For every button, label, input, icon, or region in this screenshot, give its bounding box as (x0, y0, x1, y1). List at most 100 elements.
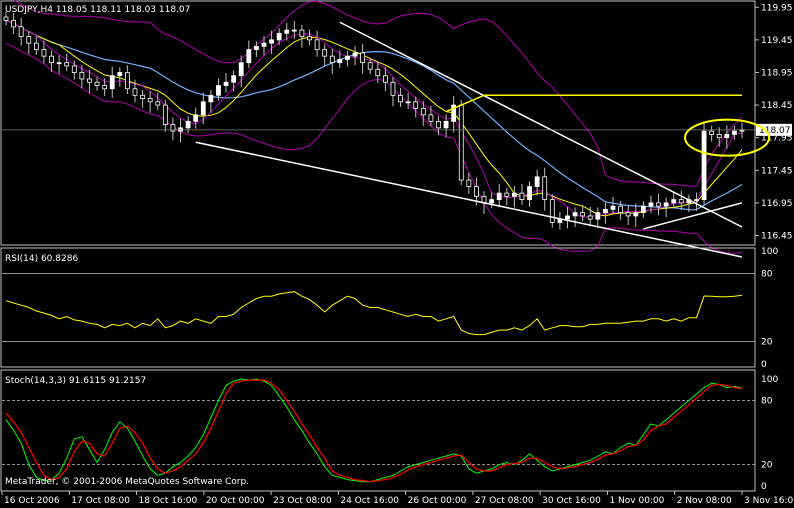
candle-body-75 (572, 212, 578, 217)
candle-body-34 (261, 42, 267, 47)
candle-body-74 (565, 215, 570, 220)
candle-body-87 (663, 202, 669, 207)
candle-body-69 (527, 186, 532, 201)
time-axis: 16 Oct 2006 17 Oct 08:00 18 Oct 16:00 20 Oc… (1, 491, 794, 506)
stoch-panel[interactable]: 0 20 80 100 Stoch(14,3,3) 91.6115 91.2157 M… (0, 369, 778, 492)
candle-body-51 (390, 81, 396, 96)
candle-body-11 (87, 78, 92, 83)
stoch-y-tick-label-0: 0 (761, 482, 767, 492)
candle-body-32 (246, 49, 252, 64)
candle-body-10 (79, 72, 85, 80)
price-layer: 116.45 116.95 117.45 117.95 118.45 118.95 119.… (2, 0, 793, 258)
price-y-tick-label-1: 116.95 (761, 199, 793, 209)
candle-body-55 (420, 107, 426, 116)
candle-body-54 (413, 101, 419, 109)
stoch-layer: 0 20 80 100 (2, 375, 778, 492)
x-tick-label-10: 2 Nov 08:00 (677, 496, 732, 506)
candle-body-29 (223, 81, 229, 86)
bollinger-upper-line (12, 0, 743, 187)
candle-body-4 (33, 42, 39, 51)
candle-body-42 (322, 49, 328, 57)
candle-body-85 (648, 202, 654, 207)
trendline-upper (339, 21, 743, 228)
candle-body-76 (580, 212, 586, 217)
price-y-tick-label-3: 117.95 (761, 134, 793, 144)
candle-body-78 (595, 212, 601, 220)
candle-body-39 (299, 29, 305, 38)
candle-body-49 (375, 68, 381, 77)
candle-body-48 (367, 62, 373, 70)
candle-body-24 (185, 120, 191, 129)
candle-body-58 (443, 120, 449, 129)
candle-body-66 (504, 192, 510, 197)
candle-body-8 (64, 62, 70, 67)
candle-body-68 (519, 192, 525, 201)
candle-body-18 (140, 94, 145, 99)
candle-body-25 (193, 114, 199, 122)
candle-body-46 (352, 52, 358, 57)
rsi-line (5, 291, 743, 336)
candle-body-36 (276, 32, 282, 41)
bollinger-lower-line (5, 43, 743, 254)
rsi-y-tick-label-3: 100 (761, 247, 778, 257)
stoch-signal-line (5, 379, 743, 483)
candle-body-47 (360, 52, 366, 64)
price-y-tick-label-2: 117.45 (761, 166, 793, 176)
price-y-tick-label-4: 118.45 (761, 101, 793, 111)
candle-body-72 (549, 199, 555, 223)
candle-body-83 (633, 212, 639, 217)
candle-body-95 (724, 134, 730, 139)
candle-body-35 (269, 39, 274, 44)
current-price-tag (756, 123, 792, 136)
x-tick-label-3: 20 Oct 00:00 (206, 496, 265, 506)
price-y-tick-label-5: 118.95 (761, 68, 793, 78)
candle-body-16 (125, 72, 130, 90)
candle-body-77 (587, 215, 593, 220)
candle-body-52 (398, 94, 403, 103)
candle-body-0 (3, 16, 9, 21)
rsi-y-tick-label-1: 20 (761, 337, 773, 347)
highlight-ellipse (684, 118, 771, 157)
x-tick-label-11: 3 Nov 16:00 (744, 496, 794, 506)
candle-body-38 (291, 29, 297, 32)
candle-body-27 (208, 94, 214, 103)
price-panel[interactable]: 116.45 116.95 117.45 117.95 118.45 118.95 119.… (0, 0, 793, 258)
candle-body-81 (618, 205, 623, 214)
candle-body-2 (18, 26, 24, 38)
candle-body-79 (603, 208, 608, 214)
rsi-panel-frame (0, 247, 756, 368)
rsi-panel[interactable]: 0 20 80 100 RSI(14) 60.8286 (0, 247, 778, 370)
stoch-y-tick-label-1: 20 (761, 461, 773, 471)
candle-body-5 (41, 49, 47, 57)
candle-body-67 (511, 192, 517, 197)
candle-body-1 (11, 19, 16, 28)
candle-body-9 (71, 65, 77, 73)
candle-body-93 (709, 130, 715, 135)
candle-body-6 (49, 55, 54, 64)
candle-body-14 (109, 75, 115, 90)
candle-body-20 (155, 101, 161, 106)
candle-body-82 (625, 212, 631, 217)
candle-body-56 (428, 114, 434, 122)
x-tick-label-0: 16 Oct 2006 (4, 496, 60, 506)
candle-body-45 (345, 55, 350, 60)
candle-body-3 (26, 36, 32, 44)
candle-body-21 (162, 104, 168, 126)
x-tick-label-5: 24 Oct 16:00 (340, 496, 399, 506)
candle-body-28 (216, 85, 221, 96)
candle-body-88 (671, 199, 677, 204)
candle-body-30 (231, 75, 237, 83)
candle-body-43 (329, 55, 335, 64)
price-y-tick-label-0: 116.45 (761, 231, 793, 241)
rsi-title: RSI(14) 60.8286 (5, 254, 78, 264)
candle-body-31 (238, 62, 244, 77)
candle-body-37 (284, 29, 290, 34)
resistance-connector (445, 94, 485, 113)
candle-body-40 (307, 36, 312, 41)
rsi-y-tick-label-0: 0 (761, 360, 767, 370)
candle-body-65 (496, 192, 502, 201)
price-y-tick-label-7: 119.95 (761, 3, 793, 13)
candle-body-70 (534, 176, 540, 187)
